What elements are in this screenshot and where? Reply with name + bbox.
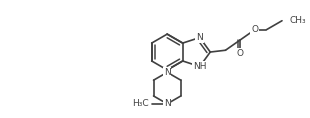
Text: N: N — [196, 33, 203, 42]
Text: O: O — [251, 25, 258, 34]
Text: CH₃: CH₃ — [290, 16, 307, 25]
Text: NH: NH — [193, 62, 206, 71]
Text: N: N — [164, 68, 170, 77]
Text: O: O — [237, 49, 244, 58]
Text: N: N — [164, 99, 170, 108]
Text: H₃C: H₃C — [132, 99, 149, 108]
